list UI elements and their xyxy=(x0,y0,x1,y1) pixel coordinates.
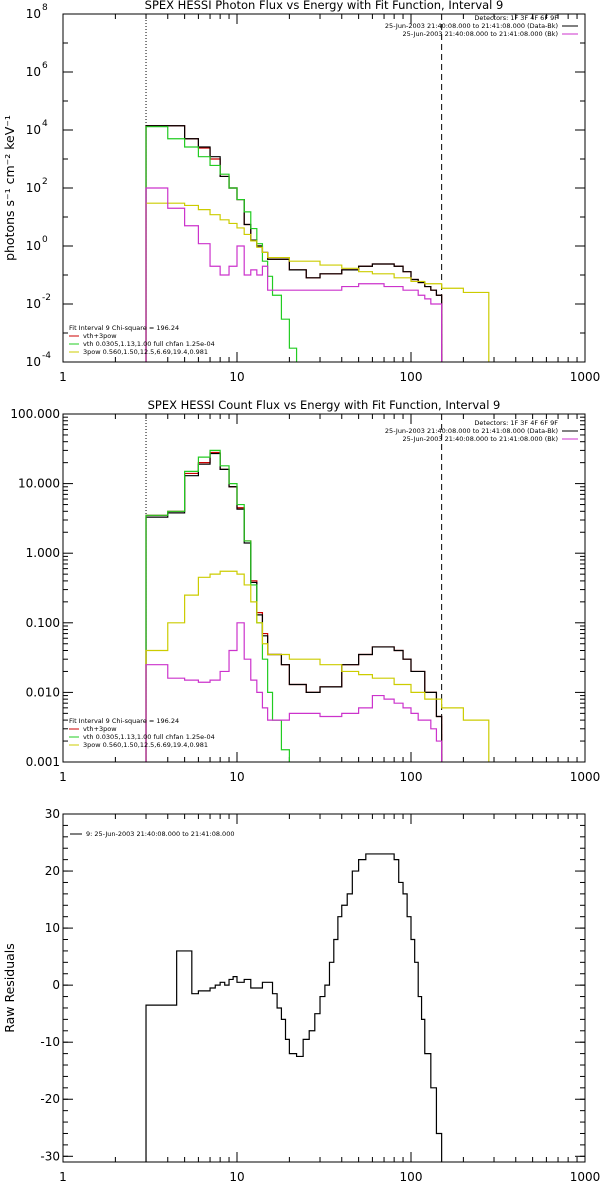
y-tick-label: 0.100 xyxy=(26,616,60,630)
plot-frame xyxy=(62,13,586,363)
y-tick-label: 10.000 xyxy=(18,477,60,491)
series-group xyxy=(145,125,490,362)
y-tick-base: 10 xyxy=(26,65,41,79)
fit-legend-entry: vth 0.0305,1.13,1.00 full chfan 1.25e-04 xyxy=(83,340,215,348)
y-tick-label: 20 xyxy=(45,864,60,878)
x-tick-label: 1 xyxy=(59,370,67,384)
y-tick-label: 10 xyxy=(26,7,41,21)
series-line-4 xyxy=(145,570,490,762)
y-tick-label: -20 xyxy=(40,1092,60,1106)
series-line-4 xyxy=(145,202,490,362)
x-tick-label: 1000 xyxy=(570,1170,600,1184)
y-tick-label: 10 xyxy=(45,921,60,935)
fit-legend-entry: 3pow 0.560,1.50,12.5,6.69,19.4,0.981 xyxy=(83,741,208,749)
chart-title: SPEX HESSI Count Flux vs Energy with Fit… xyxy=(148,398,501,412)
series-group xyxy=(145,449,490,762)
series-line-1 xyxy=(145,451,443,762)
plot-frame xyxy=(62,413,586,763)
y-tick-exponent: -4 xyxy=(42,351,51,361)
fit-legend-entry: vth 0.0305,1.13,1.00 full chfan 1.25e-04 xyxy=(83,733,215,741)
plot-frame xyxy=(62,813,586,1163)
legend-entry: 25-Jun-2003 21:40:08.000 to 21:41:08.000… xyxy=(403,435,558,443)
series-line-3 xyxy=(145,449,290,762)
x-tick-label: 100 xyxy=(400,1170,423,1184)
x-tick-label: 10 xyxy=(229,770,244,784)
x-tick-label: 1000 xyxy=(570,370,600,384)
y-tick-label: 10 xyxy=(26,65,41,79)
y-tick-base: 10 xyxy=(26,355,41,369)
fit-legend-header: Fit Interval 9 Chi-square = 196.24 xyxy=(69,717,179,725)
y-tick-exponent: 6 xyxy=(42,61,48,71)
y-tick-label: 30 xyxy=(45,807,60,821)
y-tick-exponent: 4 xyxy=(42,119,48,129)
y-tick-label: 0 xyxy=(52,978,60,992)
series-line-1 xyxy=(145,853,443,1162)
y-tick-base: 10 xyxy=(26,123,41,137)
y-tick-label: -10 xyxy=(40,1035,60,1049)
y-axis-label: photons s⁻¹ cm⁻² keV⁻¹ xyxy=(2,115,17,261)
x-tick-label: 1 xyxy=(59,770,67,784)
legend-entry: 25-Jun-2003 21:40:08.000 to 21:41:08.000… xyxy=(403,30,558,38)
x-tick-label: 1000 xyxy=(570,770,600,784)
y-tick-exponent: 0 xyxy=(42,235,48,245)
series-line-2 xyxy=(145,452,443,762)
fit-legend-entry: 3pow 0.560,1.50,12.5,6.69,19.4,0.981 xyxy=(83,348,208,356)
y-tick-label: 1.000 xyxy=(26,546,60,560)
x-tick-label: 100 xyxy=(400,770,423,784)
y-tick-exponent: -2 xyxy=(42,293,51,303)
y-tick-label: 0.010 xyxy=(26,685,60,699)
series-group xyxy=(145,853,443,1162)
x-tick-label: 100 xyxy=(400,370,423,384)
chart-title: SPEX HESSI Photon Flux vs Energy with Fi… xyxy=(145,0,504,12)
x-tick-label: 1 xyxy=(59,1170,67,1184)
y-tick-label: -30 xyxy=(40,1149,60,1163)
y-tick-label: 100.000 xyxy=(10,407,60,421)
legend-header: Detectors: 1F 3F 4F 6F 9F xyxy=(474,419,558,427)
y-tick-exponent: 8 xyxy=(42,3,48,13)
x-tick-label: 10 xyxy=(229,1170,244,1184)
legend-entry: 25-Jun-2003 21:40:08.000 to 21:41:08.000… xyxy=(385,22,558,30)
y-tick-label: 10 xyxy=(26,181,41,195)
x-tick-label: 10 xyxy=(229,370,244,384)
series-line-1 xyxy=(145,125,443,362)
fit-legend-entry: vth+3pow xyxy=(83,725,117,733)
chart-2: SPEX HESSI Count Flux vs Energy with Fit… xyxy=(10,398,600,784)
series-line-2 xyxy=(145,125,443,362)
y-tick-label: 10 xyxy=(26,123,41,137)
legend-entry: 9: 25-Jun-2003 21:40:08.000 to 21:41:08.… xyxy=(86,830,234,838)
legend-header: Detectors: 1F 3F 4F 6F 9F xyxy=(474,14,558,22)
y-tick-label: 10 xyxy=(26,297,41,311)
y-tick-base: 10 xyxy=(26,297,41,311)
series-line-5 xyxy=(145,622,443,762)
y-tick-label: 10 xyxy=(26,355,41,369)
y-tick-base: 10 xyxy=(26,7,41,21)
y-tick-base: 10 xyxy=(26,239,41,253)
y-tick-base: 10 xyxy=(26,181,41,195)
y-tick-exponent: 2 xyxy=(42,177,48,187)
chart-1: SPEX HESSI Photon Flux vs Energy with Fi… xyxy=(2,0,600,384)
fit-legend-entry: vth+3pow xyxy=(83,332,117,340)
y-axis-label: Raw Residuals xyxy=(2,943,17,1033)
chart-3: Raw Residuals 1 10 100 1000 -30 -20 -10 0 10 20 30 9… xyxy=(2,807,600,1184)
fit-legend-header: Fit Interval 9 Chi-square = 196.24 xyxy=(69,324,179,332)
legend-entry: 25-Jun-2003 21:40:08.000 to 21:41:08.000… xyxy=(385,427,558,435)
series-line-5 xyxy=(145,187,443,362)
series-line-3 xyxy=(145,126,298,362)
y-tick-label: 10 xyxy=(26,239,41,253)
y-tick-label: 0.001 xyxy=(26,755,60,769)
